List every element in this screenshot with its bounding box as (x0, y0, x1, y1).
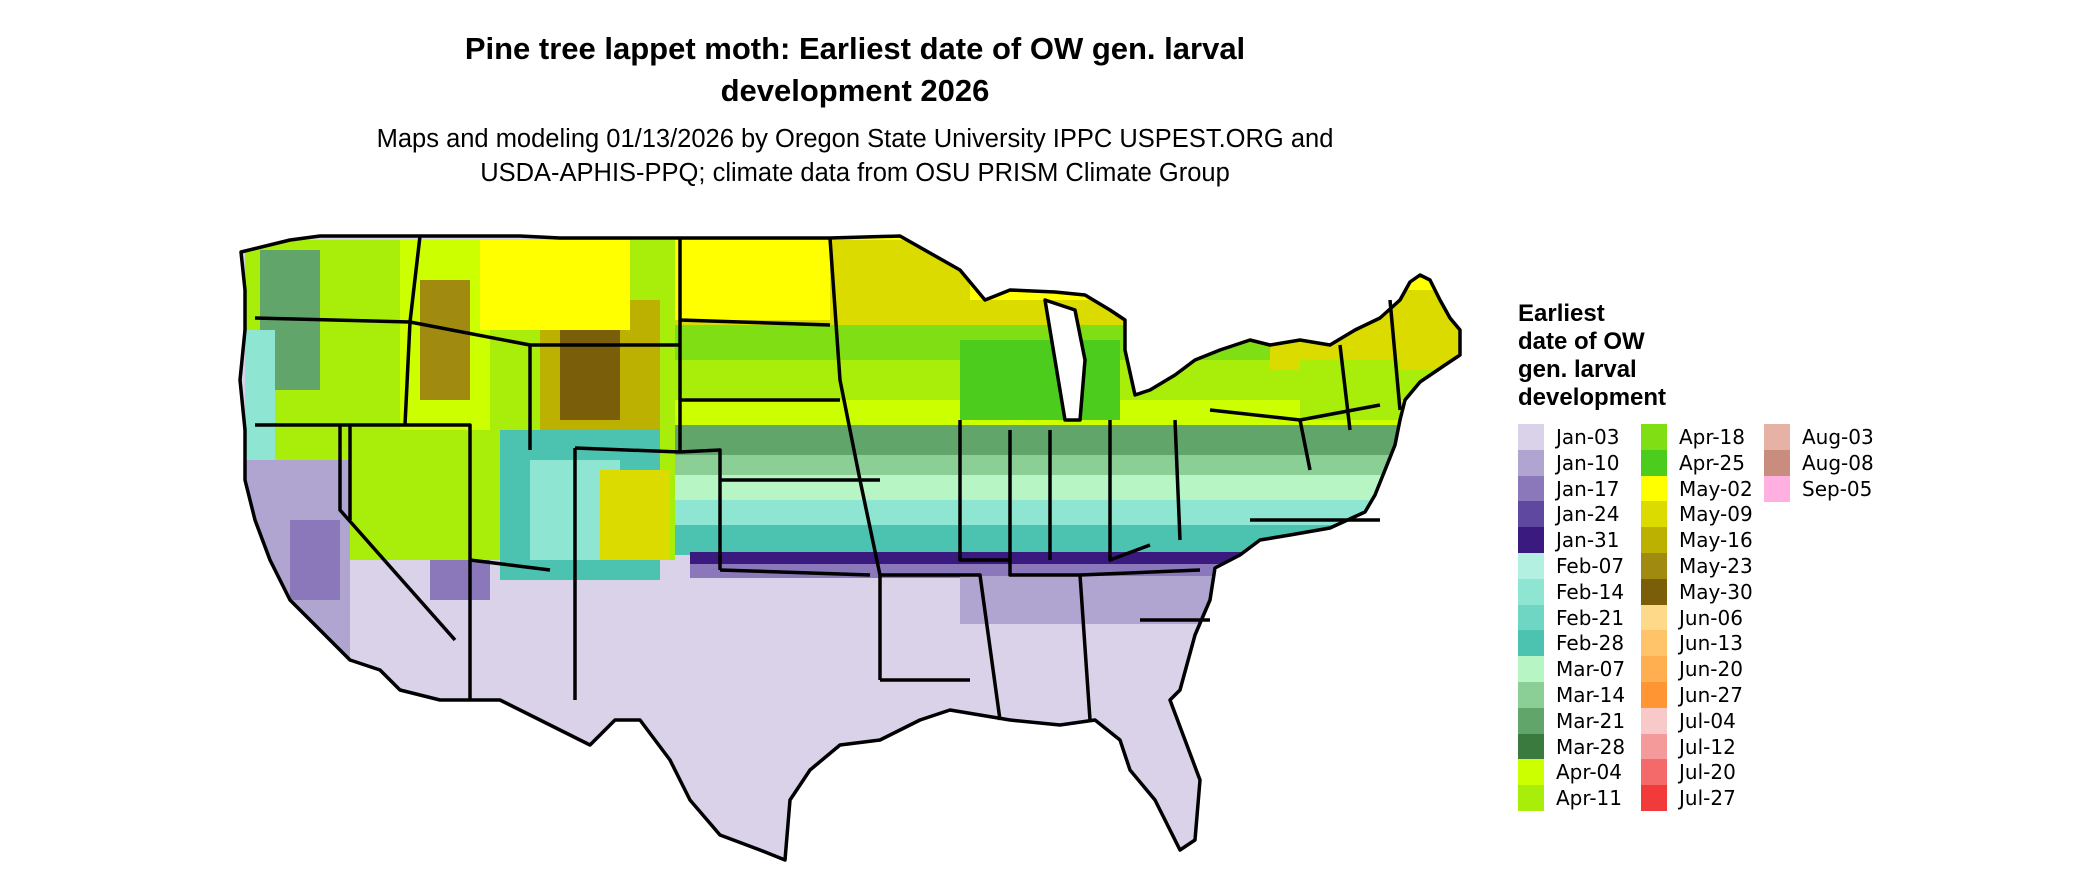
legend-label: Jan-03 (1556, 425, 1620, 449)
legend-swatch (1641, 501, 1667, 528)
legend-swatch (1518, 604, 1544, 631)
map-subtitle-line-1: Maps and modeling 01/13/2026 by Oregon S… (376, 125, 1334, 153)
legend-swatch (1641, 527, 1667, 554)
legend-label: Jan-10 (1556, 450, 1620, 475)
legend-swatch (1518, 501, 1544, 528)
legend-label: Feb-14 (1556, 579, 1625, 604)
legend-swatch (1641, 707, 1667, 734)
legend-label: May-02 (1679, 476, 1753, 501)
legend-swatch (1641, 553, 1667, 579)
legend-label: Jul-27 (1679, 786, 1736, 811)
legend-label: Jan-24 (1556, 502, 1620, 527)
legend-swatch (1518, 733, 1544, 760)
legend-swatch (1518, 785, 1544, 812)
legend-swatch (1518, 475, 1544, 502)
legend-swatch (1518, 578, 1544, 605)
legend-label: Jan-17 (1556, 476, 1620, 501)
legend-title-line: Earliest (1518, 300, 1605, 327)
legend-label: May-16 (1679, 528, 1753, 553)
legend-swatch (1518, 424, 1544, 450)
legend-swatch (1518, 707, 1544, 734)
legend-title-line: date of OW (1518, 328, 1645, 355)
legend-swatch (1764, 424, 1790, 450)
us-map (238, 234, 1462, 862)
legend-swatch (1641, 475, 1667, 502)
legend-label: Feb-28 (1556, 631, 1625, 656)
map-fill (240, 236, 1460, 860)
legend-swatch (1641, 578, 1667, 605)
legend-label: Apr-18 (1679, 425, 1745, 449)
legend-label: May-09 (1679, 502, 1753, 527)
legend-swatch (1641, 682, 1667, 708)
legend-swatch (1518, 656, 1544, 683)
legend-title-line: development (1518, 384, 1667, 411)
legend-swatch (1641, 604, 1667, 631)
legend-label: Sep-05 (1802, 476, 1873, 501)
legend-label: Feb-21 (1556, 605, 1625, 630)
legend-swatch (1641, 759, 1667, 786)
legend-title: Earliest date of OW gen. larval developm… (1518, 300, 1666, 412)
legend-swatch (1764, 475, 1790, 502)
legend-label: Jun-06 (1679, 605, 1743, 630)
legend-label: Mar-28 (1556, 734, 1626, 759)
legend-swatch (1764, 449, 1790, 476)
legend-swatch (1641, 656, 1667, 683)
legend-swatch (1518, 759, 1544, 786)
legend-swatch (1518, 682, 1544, 708)
legend-swatch (1641, 449, 1667, 476)
legend-label: Mar-14 (1556, 683, 1626, 707)
legend-label: May-23 (1679, 554, 1753, 578)
legend-label: May-30 (1679, 579, 1753, 604)
legend-label: Apr-25 (1679, 450, 1745, 475)
legend-label: Mar-21 (1556, 708, 1626, 733)
legend-label: Jul-12 (1679, 734, 1736, 759)
map-title: Pine tree lappet moth: Earliest date of … (0, 28, 1710, 112)
legend-label: Aug-03 (1802, 425, 1874, 449)
legend-swatch (1518, 553, 1544, 579)
legend-swatch (1641, 733, 1667, 760)
legend-swatch (1518, 527, 1544, 554)
map-subtitle-line-2: USDA-APHIS-PPQ; climate data from OSU PR… (480, 159, 1230, 187)
map-subtitle: Maps and modeling 01/13/2026 by Oregon S… (0, 122, 1710, 190)
legend-swatch (1518, 630, 1544, 657)
map-title-line-2: development 2026 (720, 73, 990, 108)
map-title-line-1: Pine tree lappet moth: Earliest date of … (464, 31, 1246, 66)
legend-label: Jun-13 (1679, 631, 1743, 656)
legend-swatch (1641, 630, 1667, 657)
legend-label: Jun-20 (1679, 657, 1743, 682)
legend-label: Aug-08 (1802, 450, 1874, 475)
legend-label: Jul-04 (1679, 708, 1736, 733)
legend-label: Feb-07 (1556, 554, 1625, 578)
legend-label: Mar-07 (1556, 657, 1626, 682)
legend-label: Jan-31 (1556, 528, 1620, 553)
legend-label: Apr-04 (1556, 760, 1622, 785)
map-borders (238, 234, 1462, 862)
legend-label: Apr-11 (1556, 786, 1622, 811)
legend-title-line: gen. larval (1518, 356, 1637, 383)
legend-label: Jul-20 (1679, 760, 1736, 785)
legend-swatch (1641, 424, 1667, 450)
legend-swatch (1641, 785, 1667, 812)
legend-label: Jun-27 (1679, 683, 1743, 707)
legend-swatch (1518, 449, 1544, 476)
